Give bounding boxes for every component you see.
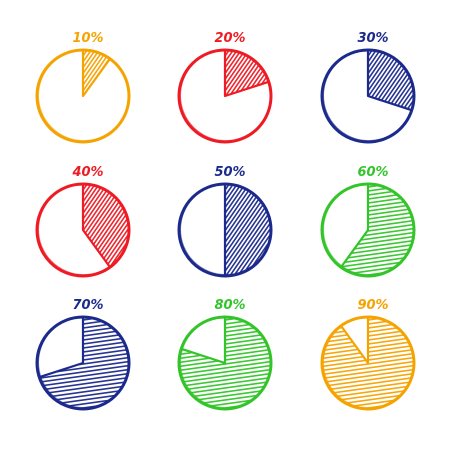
pie-slice-fill-1 <box>83 50 111 96</box>
pie-chart-2: 20% <box>177 31 273 144</box>
pie-label-9: 90% <box>357 298 388 313</box>
pie-chart-5: 50% <box>177 165 273 278</box>
pie-chart-4: 40% <box>35 165 131 278</box>
pie-label-1: 10% <box>72 31 103 46</box>
pie-label-4: 40% <box>71 165 103 180</box>
pie-chart-8: 80% <box>177 298 273 411</box>
pie-label-5: 50% <box>214 165 245 180</box>
pie-slice-fill-5 <box>225 184 271 276</box>
pie-chart-1: 10% <box>35 31 131 144</box>
pie-label-8: 80% <box>214 298 245 313</box>
pie-label-6: 60% <box>357 165 388 180</box>
pie-chart-9: 90% <box>320 298 416 411</box>
pie-label-3: 30% <box>357 31 388 46</box>
pie-slice-fill-4 <box>83 183 130 268</box>
pie-chart-6: 60% <box>320 165 416 278</box>
pie-label-7: 70% <box>72 298 103 313</box>
pie-label-2: 20% <box>214 31 245 46</box>
pie-slice-fill-2 <box>225 50 269 96</box>
pie-chart-3: 30% <box>320 31 416 144</box>
pie-chart-7: 70% <box>35 298 131 411</box>
